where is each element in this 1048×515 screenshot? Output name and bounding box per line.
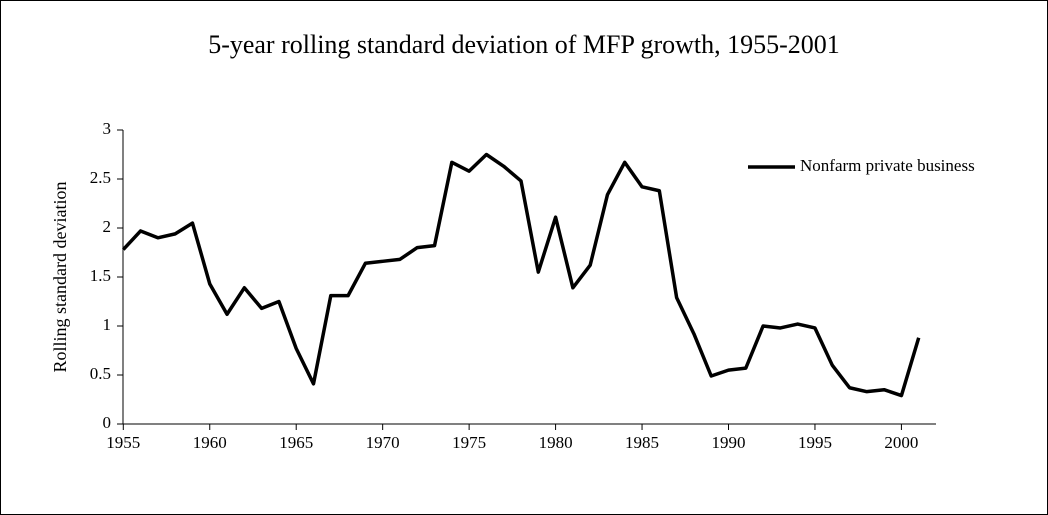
y-tick-label: 2 — [103, 217, 112, 236]
y-axis-label: Rolling standard deviation — [50, 182, 70, 373]
x-tick-label: 1985 — [625, 433, 659, 452]
x-tick-label: 1995 — [798, 433, 832, 452]
x-tick-label: 1980 — [539, 433, 573, 452]
y-tick-label: 1.5 — [90, 266, 111, 285]
chart-title: 5-year rolling standard deviation of MFP… — [208, 30, 840, 59]
legend-label: Nonfarm private business — [800, 156, 975, 175]
x-tick-label: 1965 — [279, 433, 313, 452]
x-tick-label: 1960 — [193, 433, 227, 452]
y-tick-label: 0 — [103, 413, 112, 432]
y-tick-label: 0.5 — [90, 364, 111, 383]
x-tick-label: 1970 — [366, 433, 400, 452]
y-tick-label: 1 — [103, 315, 112, 334]
y-tick-label: 3 — [103, 119, 112, 138]
y-tick-label: 2.5 — [90, 168, 111, 187]
x-tick-label: 2000 — [884, 433, 918, 452]
x-tick-label: 1955 — [106, 433, 140, 452]
data-line — [122, 152, 921, 398]
x-tick-label: 1990 — [712, 433, 746, 452]
x-tick-label: 1975 — [452, 433, 486, 452]
